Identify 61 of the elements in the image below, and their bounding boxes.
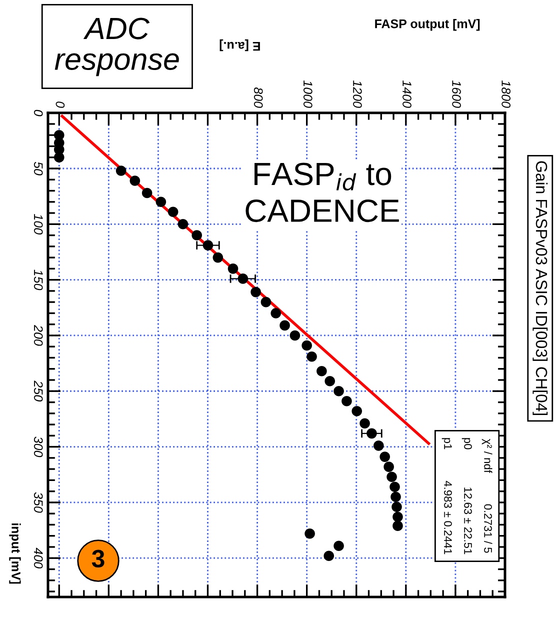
point — [156, 196, 166, 208]
point — [290, 330, 300, 341]
y-tick-label: 150 — [34, 270, 43, 290]
point — [324, 550, 334, 562]
point — [192, 230, 202, 240]
y-tick-label: 100 — [34, 214, 43, 234]
point — [270, 308, 282, 318]
point — [392, 502, 402, 512]
annotation: p0 12.63 ± 22.51 — [462, 438, 472, 554]
annotation: FASP$_{id}$ to CADENCE — [246, 162, 399, 222]
annotation: 3 — [92, 550, 104, 568]
point — [130, 176, 140, 186]
point — [392, 520, 403, 531]
x-tick-label: 0 — [56, 102, 65, 108]
y-tick-label: 200 — [34, 324, 43, 346]
point — [228, 264, 238, 274]
point — [390, 482, 400, 492]
point — [212, 252, 224, 263]
x-axis-title: FASP output [mV] — [375, 19, 480, 31]
y-tick-label: 0 — [34, 110, 43, 116]
point — [280, 320, 290, 331]
point — [352, 406, 362, 416]
point — [334, 540, 344, 552]
y-tick-label: 50 — [34, 162, 43, 176]
text: ADC response — [54, 18, 179, 76]
x-tick-label: 1400 — [402, 80, 412, 108]
point — [324, 376, 336, 386]
x-tick-label: 800 — [254, 87, 263, 108]
point — [142, 188, 152, 198]
point — [390, 492, 401, 502]
y-tick-label: 300 — [34, 436, 43, 458]
point — [384, 462, 394, 472]
x-tick-label: 1200 — [353, 80, 362, 108]
point — [374, 440, 384, 451]
point — [360, 418, 370, 429]
point — [304, 528, 315, 539]
point — [342, 396, 352, 406]
x-tick-label: 1000 — [303, 80, 312, 108]
text: Gain FASPv03 ASIC ID[003] CH[04] — [532, 161, 548, 416]
y-axis-title: input [mV] — [9, 523, 21, 584]
point — [178, 219, 188, 230]
x-tick-label: 1600 — [452, 80, 461, 108]
annotation: χ² / ndf 0.2731 / 5 — [482, 438, 492, 553]
point — [116, 166, 126, 176]
x-tick-label: 1800 — [502, 80, 510, 108]
y-tick-label: 250 — [34, 380, 43, 402]
y-tick-label: 400 — [34, 548, 43, 568]
point — [302, 340, 312, 351]
annotation: p1 4.983 ± 0.2441 — [442, 438, 452, 554]
point — [334, 386, 344, 396]
point — [168, 206, 178, 218]
point — [392, 512, 403, 522]
point — [386, 472, 397, 482]
point — [316, 366, 327, 376]
point — [380, 452, 390, 462]
point — [260, 296, 272, 308]
point — [250, 286, 261, 298]
text: E [a.u.] — [220, 39, 260, 52]
point — [306, 351, 317, 362]
point — [54, 152, 64, 163]
y-tick-label: 350 — [34, 492, 43, 513]
